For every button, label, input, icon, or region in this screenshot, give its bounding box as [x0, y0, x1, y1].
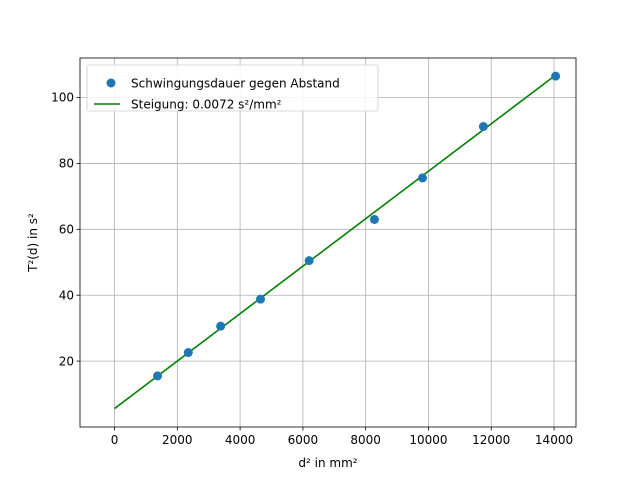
- y-tick-label: 80: [59, 157, 74, 171]
- y-axis-label: T²(d) in s²: [26, 213, 40, 273]
- data-point: [153, 371, 163, 381]
- axes-frame: [79, 57, 577, 428]
- x-tick-label: 10000: [409, 433, 447, 447]
- data-point: [478, 122, 488, 132]
- legend-marker: [106, 78, 116, 88]
- data-point: [216, 321, 226, 331]
- x-tick-label: 6000: [288, 433, 319, 447]
- data-point: [183, 348, 193, 358]
- data-point: [369, 214, 379, 224]
- y-tick-label: 60: [59, 223, 74, 237]
- x-axis-label: d² in mm²: [298, 456, 357, 470]
- legend-entry: Schwingungsdauer gegen Abstand: [131, 77, 340, 91]
- axis-ticks: 0 2000 4000 6000 8000 10000 12000 14000 20 40 60 80…: [51, 91, 573, 447]
- legend: Schwingungsdauer gegen Abstand Steigung: …: [86, 64, 379, 112]
- x-tick-label: 12000: [472, 433, 510, 447]
- y-tick-label: 40: [59, 288, 74, 302]
- x-tick-label: 14000: [535, 433, 573, 447]
- data-point: [551, 71, 561, 81]
- data-point: [417, 173, 427, 183]
- x-tick-label: 2000: [162, 433, 193, 447]
- grid-lines: [80, 58, 576, 427]
- legend-box: [86, 64, 379, 112]
- data-point: [304, 256, 314, 266]
- data-point: [256, 294, 266, 304]
- x-tick-label: 8000: [350, 433, 381, 447]
- legend-entry: Steigung: 0.0072 s²/mm²: [131, 98, 282, 112]
- plot-data: [114, 71, 561, 410]
- x-tick-label: 0: [111, 433, 119, 447]
- x-tick-label: 4000: [225, 433, 256, 447]
- y-tick-label: 100: [51, 91, 74, 105]
- y-tick-label: 20: [59, 354, 74, 368]
